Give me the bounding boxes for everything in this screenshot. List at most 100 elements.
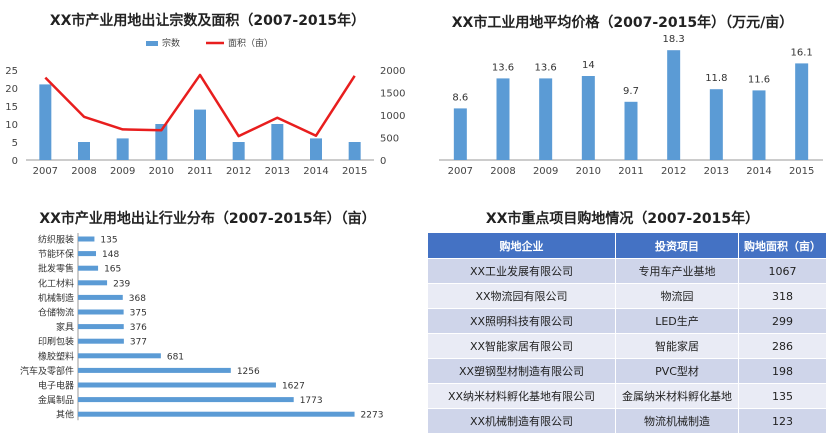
chart2-x-tick-label: 2015 [789,166,814,177]
chart3-data-label: 1256 [237,367,260,377]
chart1-x-tick-label: 2008 [71,166,96,177]
chart3-data-label: 368 [129,294,146,304]
cell-project: PVC型材 [615,358,739,384]
chart3-data-label: 2273 [361,411,384,421]
chart3-bar [78,236,95,242]
chart3-bar [78,294,123,300]
chart3-bar [78,309,124,315]
chart1-area-line [44,73,356,138]
cell-area: 123 [738,408,827,434]
chart2-bar [624,101,638,160]
chart3-data-label: 1773 [300,396,323,406]
chart2-x-tick-label: 2010 [576,166,601,177]
chart3-category-label: 节能环保 [38,248,74,260]
chart2-x-tick-label: 2008 [490,166,515,177]
chart3-bar [78,324,124,330]
chart3-category-label: 机械制造 [38,292,74,304]
chart2-bar [709,89,723,160]
chart2-data-label: 8.6 [452,92,468,103]
chart1-x-tick-label: 2011 [187,166,212,177]
cell-area: 198 [738,358,827,384]
table-row: XX智能家居有限公司 智能家居 286 [427,333,827,359]
chart1-legend-bar-label: 宗数 [162,37,180,49]
table-title: XX市重点项目购地情况（2007-2015年） [485,211,760,227]
chart3-data-label: 239 [113,279,130,289]
chart2-data-label: 11.6 [748,74,770,85]
chart1-legend-bar-swatch [146,41,158,46]
chart2-x-tick-label: 2009 [533,166,558,177]
table-header-row: 购地企业 投资项目 购地面积（亩） [427,232,827,259]
chart2-bar [581,76,595,160]
header-area: 购地面积（亩） [738,232,827,259]
chart3-category-label: 金属制品 [38,394,74,406]
chart2-x-tick-label: 2013 [704,166,729,177]
chart3-category-label: 其他 [56,409,74,421]
chart2-bar [667,50,681,161]
cell-company: XX机械制造有限公司 [427,408,616,434]
chart3-bar [78,338,124,344]
chart3-bar [78,367,231,373]
chart2-bar [795,63,809,160]
chart3-category-label: 电子电器 [38,380,74,392]
chart3-bar [78,382,276,388]
chart1-left-tick-label: 15 [5,102,18,113]
chart3-bar [78,280,108,286]
chart1-x-tick-label: 2009 [110,166,135,177]
chart3-bar [78,251,97,257]
chart2-data-label: 9.7 [623,86,639,97]
chart1-right-tick-label: 2000 [380,66,405,77]
chart2-svg: 8.6 2007 13.6 2008 13.6 2009 14 2010 9.7 2011 18.3… [439,34,823,177]
chart2-bar [496,78,510,160]
chart1-bar [78,142,90,160]
cell-project: 物流园 [615,283,739,309]
chart1-left-tick-label: 20 [5,84,18,95]
chart3-category-label: 纺织服装 [38,234,74,246]
chart2-data-label: 11.8 [705,73,727,84]
table-row: XX工业发展有限公司 专用车产业基地 1067 [427,258,827,284]
cell-area: 318 [738,283,827,309]
chart1-bar [116,138,129,160]
chart1-right-tick-label: 500 [380,134,399,145]
chart3-bar [78,265,99,271]
chart1-bar [232,142,245,160]
chart1-x-tick-label: 2012 [226,166,251,177]
chart3-bar [78,353,161,359]
chart1-bar [310,138,322,160]
cell-company: XX纳米材料孵化基地有限公司 [427,383,616,409]
chart2-x-tick-label: 2012 [661,166,686,177]
chart2-data-label: 14 [582,60,595,71]
table-row: XX物流园有限公司 物流园 318 [427,283,827,309]
chart3-title: XX市产业用地出让行业分布（2007-2015年）（亩） [39,211,376,227]
chart1-right-tick-label: 1000 [380,111,405,122]
cell-company: XX塑钢型材制造有限公司 [427,358,616,384]
chart1-left-tick-label: 0 [12,156,18,167]
chart1-legend-line-label: 面积（亩） [228,37,273,49]
chart3-panel: XX市产业用地出让行业分布（2007-2015年）（亩） 纺织服装 135 节能环保… [0,200,415,435]
table-row: XX塑钢型材制造有限公司 PVC型材 198 [427,358,827,384]
chart2-bar [453,108,467,160]
chart3-category-label: 家具 [56,321,74,333]
chart3-data-label: 376 [130,323,147,333]
chart1-left-tick-label: 10 [5,120,18,131]
chart3-data-label: 165 [104,265,121,275]
chart1-bar [155,124,168,160]
cell-project: 金属纳米材料孵化基地 [615,383,739,409]
chart2-x-tick-label: 2007 [448,166,473,177]
cell-company: XX工业发展有限公司 [427,258,616,284]
chart2-bar [752,90,766,160]
cell-company: XX照明科技有限公司 [427,308,616,334]
chart2-data-label: 13.6 [535,62,557,73]
chart1-x-tick-label: 2013 [265,166,290,177]
cell-project: LED生产 [615,308,739,334]
chart3-data-label: 135 [100,236,117,246]
chart3-category-label: 印刷包装 [38,336,74,348]
projects-table: 购地企业 投资项目 购地面积（亩） XX工业发展有限公司 专用车产业基地 106… [427,232,827,434]
chart1-x-tick-label: 2010 [149,166,174,177]
chart3-data-label: 377 [130,338,147,348]
chart1-left-tick-label: 5 [12,138,18,149]
chart3-bar [78,411,355,417]
chart2-data-label: 13.6 [492,62,514,73]
chart3-data-label: 681 [167,352,184,362]
chart3-category-label: 橡胶塑料 [38,350,74,362]
chart1-right-tick-label: 1500 [380,89,405,100]
